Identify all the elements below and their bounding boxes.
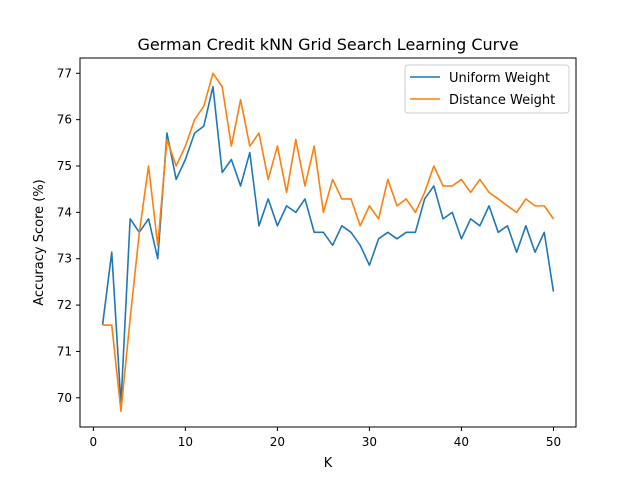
y-tick-label: 71 [57,344,72,358]
x-tick-label: 50 [546,435,561,449]
series-line-1 [101,85,555,406]
x-tick-label: 20 [270,435,285,449]
x-tick-label: 10 [178,435,193,449]
x-axis-label: K [324,456,333,471]
plot-lines [101,72,555,413]
legend-label-2: Distance Weight [449,93,555,108]
x-tick-label: 30 [362,435,377,449]
plot-frame [79,57,577,428]
y-axis-label: Accuracy Score (%) [32,179,47,306]
legend-label-1: Uniform Weight [449,71,550,86]
y-axis-ticks: 70 71 72 73 74 75 76 77 [57,66,80,405]
y-tick-label: 77 [57,66,72,80]
series-line-2 [102,72,555,413]
x-tick-label: 0 [90,435,98,449]
y-tick-label: 70 [57,391,72,405]
y-tick-label: 73 [57,252,72,266]
x-tick-label: 40 [454,435,469,449]
legend: Uniform Weight Distance Weight [404,64,570,114]
x-axis-ticks: 0 10 20 30 40 50 [90,427,561,449]
y-tick-label: 72 [57,298,72,312]
y-tick-label: 74 [57,205,72,219]
chart-title: German Credit kNN Grid Search Learning C… [137,35,518,54]
y-tick-label: 75 [57,159,72,173]
legend-box [404,64,570,114]
y-tick-label: 76 [57,113,72,127]
